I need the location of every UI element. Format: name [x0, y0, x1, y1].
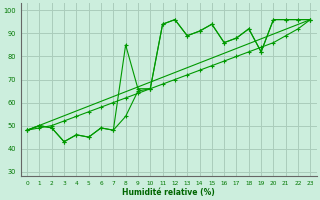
- X-axis label: Humidité relative (%): Humidité relative (%): [122, 188, 215, 197]
